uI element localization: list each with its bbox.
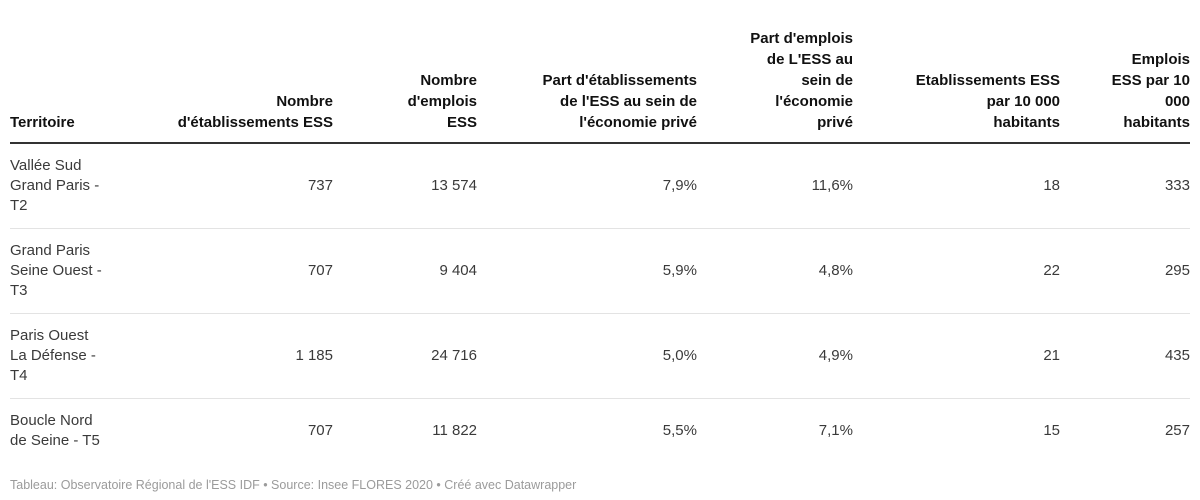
cell-territoire: Grand Paris Seine Ouest - T3 [10, 242, 102, 299]
cell-part-emplois: 4,8% [818, 262, 853, 279]
cell-nombre-emplois: 11 822 [432, 422, 477, 439]
cell-etablissements-par-10000: 15 [1043, 422, 1060, 439]
column-header-part-emplois: Part d'emplois de L'ESS au sein de l'éco… [750, 30, 853, 131]
column-header-part-etablissements: Part d'établissements de l'ESS au sein d… [542, 72, 697, 131]
column-header-territoire: Territoire [10, 114, 75, 131]
header-row: Territoire Nombre d'établissements ESS N… [10, 28, 1190, 143]
data-table: Territoire Nombre d'établissements ESS N… [10, 28, 1190, 463]
table-row-vallee-sud-grand-paris-t2: Vallée Sud Grand Paris - T2 737 13 574 7… [10, 143, 1190, 229]
cell-nombre-emplois: 13 574 [431, 177, 477, 194]
cell-nombre-etablissements: 707 [307, 422, 333, 439]
table-row-paris-ouest-la-defense-t4: Paris Ouest La Défense - T4 1 185 24 716… [10, 314, 1190, 399]
table-row-grand-paris-seine-ouest-t3: Grand Paris Seine Ouest - T3 707 9 404 5… [10, 229, 1190, 314]
cell-part-emplois: 11,6% [811, 177, 853, 194]
cell-etablissements-par-10000: 21 [1043, 347, 1060, 364]
cell-nombre-etablissements: 707 [307, 262, 333, 279]
cell-etablissements-par-10000: 18 [1043, 177, 1060, 194]
table-header: Territoire Nombre d'établissements ESS N… [10, 28, 1190, 143]
cell-part-etablissements: 7,9% [662, 177, 697, 194]
cell-territoire: Vallée Sud Grand Paris - T2 [10, 157, 100, 214]
cell-nombre-emplois: 24 716 [431, 347, 477, 364]
cell-emplois-par-10000: 333 [1164, 177, 1190, 194]
cell-territoire: Paris Ouest La Défense - T4 [10, 327, 96, 384]
table-row-boucle-nord-de-seine-t5: Boucle Nord de Seine - T5 707 11 822 5,5… [10, 399, 1190, 464]
column-header-nombre-emplois: Nombre d'emplois ESS [407, 72, 477, 131]
column-header-etablissements-par-10000: Etablissements ESS par 10 000 habitants [915, 72, 1060, 131]
cell-nombre-etablissements: 1 185 [295, 347, 333, 364]
cell-part-emplois: 4,9% [818, 347, 853, 364]
cell-part-etablissements: 5,0% [662, 347, 697, 364]
table-body: Vallée Sud Grand Paris - T2 737 13 574 7… [10, 143, 1190, 463]
cell-etablissements-par-10000: 22 [1043, 262, 1060, 279]
cell-emplois-par-10000: 435 [1164, 347, 1190, 364]
column-header-emplois-par-10000: Emplois ESS par 10 000 habitants [1111, 51, 1190, 131]
cell-emplois-par-10000: 295 [1164, 262, 1190, 279]
cell-part-etablissements: 5,5% [662, 422, 697, 439]
attribution-footer: Tableau: Observatoire Régional de l'ESS … [10, 478, 577, 492]
column-header-nombre-etablissements: Nombre d'établissements ESS [177, 93, 333, 131]
cell-part-etablissements: 5,9% [662, 262, 697, 279]
cell-nombre-emplois: 9 404 [439, 262, 477, 279]
cell-part-emplois: 7,1% [818, 422, 853, 439]
cell-emplois-par-10000: 257 [1164, 422, 1190, 439]
cell-territoire: Boucle Nord de Seine - T5 [10, 412, 100, 449]
cell-nombre-etablissements: 737 [307, 177, 333, 194]
